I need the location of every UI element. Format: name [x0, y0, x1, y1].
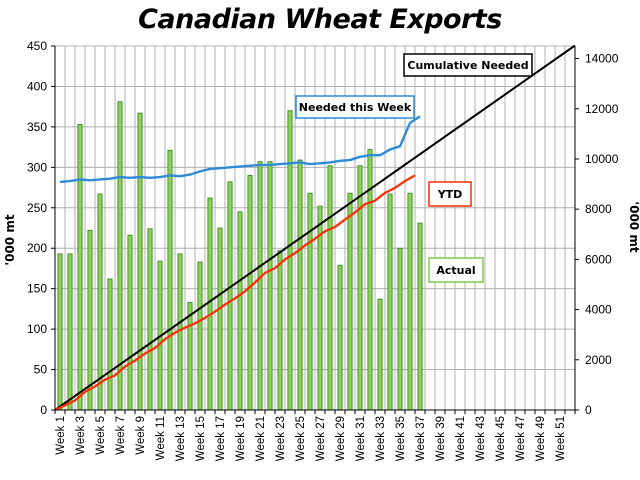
legend-cumulative-needed: Cumulative Needed: [403, 53, 533, 77]
bar-week-18: [227, 181, 233, 411]
bar-week-6: [107, 278, 113, 411]
y-left-tick-label: 350: [27, 120, 47, 134]
y-left-axis-title: '000 mt: [3, 214, 17, 265]
line-ytd: [54, 174, 416, 411]
x-tick-label: Week 17: [215, 416, 227, 461]
y-right-tick-label: 10000: [585, 152, 619, 166]
y-left-tick-label: 450: [27, 39, 47, 53]
bar-week-34: [387, 193, 393, 411]
legend-ytd-box: [428, 181, 472, 207]
bar-week-14: [187, 301, 193, 411]
legend-actual-label: Actual: [436, 264, 475, 277]
x-tick-label: Week 29: [335, 416, 347, 461]
bar-series-actual: [57, 101, 423, 411]
bar-week-20: [247, 174, 253, 411]
legend-needed-this-week-box: [295, 95, 415, 119]
x-tick-label: Week 25: [295, 416, 307, 461]
axes: 0 50 100 150 200 250 300 350 400 450 0 2000 4000 6000…: [3, 39, 640, 461]
bar-week-2: [67, 253, 73, 411]
bar-week-4: [87, 229, 93, 411]
legend-needed-this-week: Needed this Week: [295, 95, 415, 119]
bar-week-16: [207, 197, 213, 411]
line-needed-this-week: [59, 115, 421, 184]
x-tick-label: Week 23: [275, 416, 287, 461]
x-tick-label: Week 49: [535, 416, 547, 461]
y-right-tick-label: 12000: [585, 102, 619, 116]
legend-ytd-label: YTD: [437, 188, 463, 201]
line-series: [54, 44, 576, 411]
y-right-tick-label: 6000: [585, 252, 612, 266]
bar-week-26: [307, 192, 313, 411]
y-left-tick-label: 0: [40, 403, 47, 417]
y-left-tick-label: 400: [27, 79, 47, 93]
bar-week-19: [237, 211, 243, 411]
y-left-tick-label: 50: [34, 363, 48, 377]
bar-week-29: [337, 264, 343, 411]
bar-week-23: [277, 250, 283, 411]
bar-week-35: [397, 247, 403, 411]
x-tick-label: Week 1: [55, 416, 67, 455]
bar-week-10: [147, 228, 153, 411]
legend-cumulative-needed-box: [403, 53, 533, 77]
x-tick-label: Week 9: [135, 416, 147, 455]
line-cumulative-needed: [54, 44, 576, 411]
x-tick-label: Week 3: [75, 416, 87, 455]
bar-week-37: [417, 222, 423, 411]
x-tick-label: Week 47: [515, 416, 527, 461]
x-tick-label: Week 21: [255, 416, 267, 461]
bar-week-3: [77, 124, 83, 411]
legend-actual: Actual: [428, 257, 484, 283]
x-tick-label: Week 41: [455, 416, 467, 461]
x-tick-label: Week 13: [175, 416, 187, 461]
x-tick-label: Week 39: [435, 416, 447, 461]
legend-needed-this-week-label: Needed this Week: [299, 101, 412, 114]
legend: Cumulative Needed Needed this Week YTD Actu…: [295, 53, 533, 283]
bar-week-22: [267, 161, 273, 411]
bar-week-36: [407, 192, 413, 411]
bar-week-24: [287, 110, 293, 411]
y-right-tick-label: 2000: [585, 353, 612, 367]
bar-week-9: [137, 112, 143, 411]
y-left-tick-label: 150: [27, 282, 47, 296]
x-tick-label: Week 51: [555, 416, 567, 461]
x-tick-label: Week 35: [395, 416, 407, 461]
x-tick-label: Week 33: [375, 416, 387, 461]
bar-week-15: [197, 261, 203, 411]
x-tick-label: Week 5: [95, 416, 107, 455]
bar-week-8: [127, 234, 133, 411]
y-right-axis-title: '000 mt: [627, 201, 640, 252]
bar-week-12: [167, 149, 173, 411]
x-tick-label: Week 15: [195, 416, 207, 461]
y-left-tick-label: 250: [27, 201, 47, 215]
bar-week-17: [217, 227, 223, 411]
bar-week-31: [357, 165, 363, 411]
y-right-tick-label: 14000: [585, 52, 619, 66]
chart-title: Canadian Wheat Exports: [138, 4, 502, 35]
y-right-tick-label: 8000: [585, 202, 612, 216]
y-left-tick-label: 200: [27, 241, 47, 255]
bar-week-30: [347, 192, 353, 411]
bar-week-28: [327, 165, 333, 411]
y-right-tick-label: 4000: [585, 303, 612, 317]
x-tick-label: Week 11: [155, 416, 167, 460]
x-tick-label: Week 37: [415, 416, 427, 461]
bar-week-21: [257, 161, 263, 411]
y-left-tick-label: 300: [27, 160, 47, 174]
x-tick-label: Week 43: [475, 416, 487, 461]
legend-cumulative-needed-label: Cumulative Needed: [407, 59, 528, 72]
bar-week-33: [377, 298, 383, 411]
bar-week-1: [57, 253, 63, 411]
x-tick-label: Week 27: [315, 416, 327, 461]
y-right-tick-label: 0: [585, 403, 592, 417]
x-tick-label: Week 45: [495, 416, 507, 461]
legend-actual-box: [428, 257, 484, 283]
x-tick-label: Week 7: [115, 416, 127, 455]
y-left-tick-label: 100: [27, 322, 47, 336]
legend-ytd: YTD: [428, 181, 472, 207]
x-tick-label: Week 31: [355, 416, 367, 461]
bar-week-25: [297, 159, 303, 411]
x-tick-label: Week 19: [235, 416, 247, 461]
